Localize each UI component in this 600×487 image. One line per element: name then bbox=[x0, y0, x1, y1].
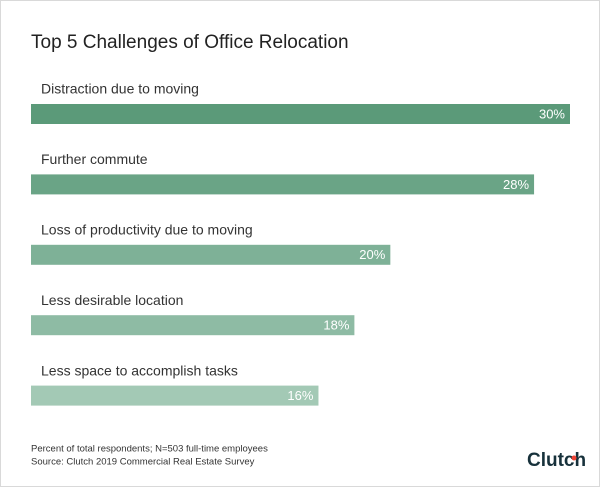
category-label: Distraction due to moving bbox=[41, 81, 199, 97]
logo: Clutch bbox=[527, 450, 586, 471]
category-label: Further commute bbox=[41, 151, 148, 167]
category-label: Less desirable location bbox=[41, 292, 183, 308]
bar bbox=[31, 174, 535, 195]
bar bbox=[31, 104, 570, 124]
footnote: Source: Clutch 2019 Commercial Real Esta… bbox=[31, 457, 255, 468]
bar bbox=[31, 244, 391, 265]
logo-dot bbox=[571, 455, 577, 461]
footnote: Percent of total respondents; N=503 full… bbox=[31, 444, 268, 455]
value-label: 28% bbox=[503, 177, 529, 192]
value-label: 18% bbox=[323, 318, 349, 333]
value-label: 30% bbox=[539, 106, 565, 121]
value-label: 20% bbox=[359, 247, 385, 262]
category-label: Loss of productivity due to moving bbox=[41, 222, 253, 238]
bar bbox=[31, 315, 355, 336]
value-label: 16% bbox=[287, 388, 313, 403]
bar bbox=[31, 385, 319, 406]
category-label: Less space to accomplish tasks bbox=[41, 362, 238, 378]
chart-title: Top 5 Challenges of Office Relocation bbox=[31, 32, 349, 53]
